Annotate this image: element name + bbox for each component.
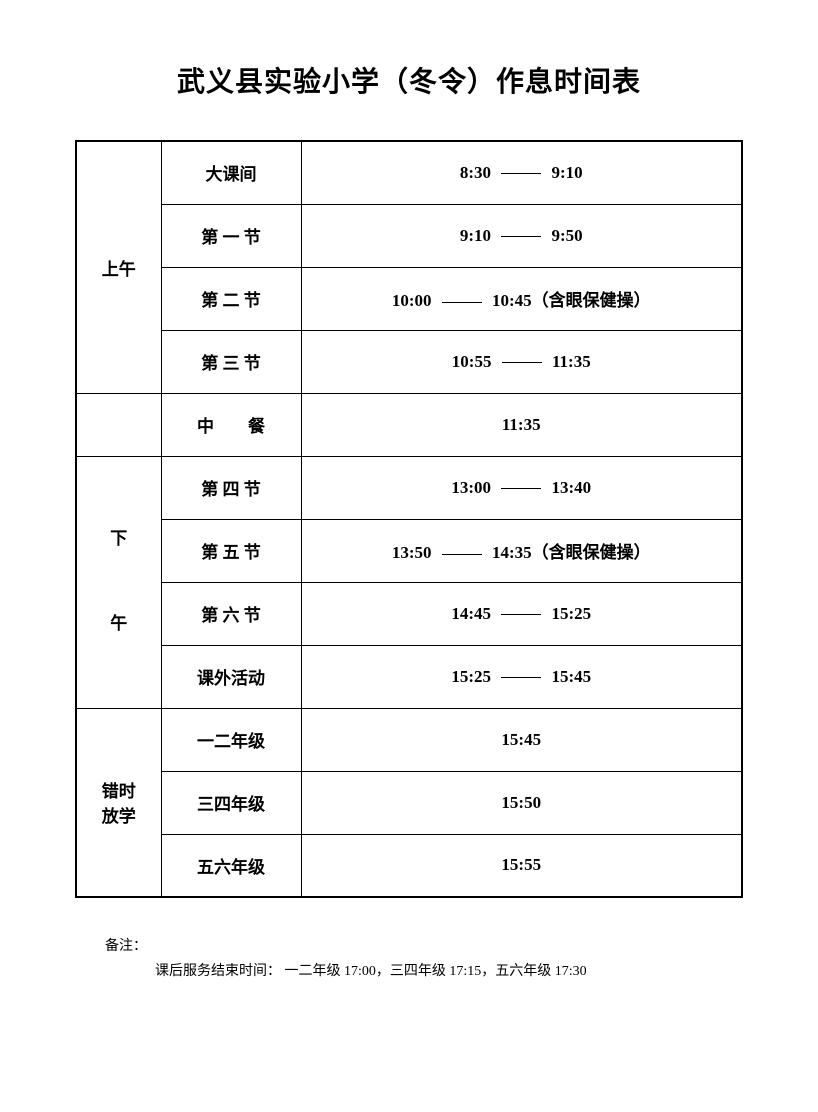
name-cell: 大课间 bbox=[161, 141, 301, 204]
time-end: 9:50 bbox=[552, 226, 583, 245]
period-text: 错时 bbox=[102, 782, 136, 801]
time-end: 11:35 bbox=[552, 352, 591, 371]
name-cell: 第 二 节 bbox=[161, 267, 301, 330]
footnote-label: 备注： bbox=[105, 934, 743, 959]
time-start: 15:25 bbox=[451, 667, 491, 686]
time-cell: 14:45 15:25 bbox=[301, 582, 742, 645]
name-cell: 三四年级 bbox=[161, 771, 301, 834]
time-range: 13:50 14:35（含眼保健操） bbox=[392, 538, 651, 563]
table-row: 课外活动 15:25 15:45 bbox=[76, 645, 742, 708]
name-cell: 一二年级 bbox=[161, 708, 301, 771]
dash-separator bbox=[501, 488, 541, 489]
time-start: 13:00 bbox=[451, 478, 491, 497]
period-char: 午 bbox=[110, 614, 127, 633]
name-cell: 第 一 节 bbox=[161, 204, 301, 267]
time-cell: 13:00 13:40 bbox=[301, 456, 742, 519]
time-cell: 10:55 11:35 bbox=[301, 330, 742, 393]
time-start: 10:55 bbox=[452, 352, 492, 371]
time-range: 9:10 9:50 bbox=[460, 226, 583, 246]
time-range: 10:55 11:35 bbox=[452, 352, 591, 372]
time-cell: 15:45 bbox=[301, 708, 742, 771]
page-title: 武义县实验小学（冬令）作息时间表 bbox=[75, 60, 743, 100]
time-note: （含眼保健操） bbox=[532, 543, 651, 562]
name-cell: 第 六 节 bbox=[161, 582, 301, 645]
time-start: 8:30 bbox=[460, 163, 491, 182]
time-end: 13:40 bbox=[552, 478, 592, 497]
dash-separator bbox=[442, 554, 482, 555]
time-end: 15:45 bbox=[552, 667, 592, 686]
dash-separator bbox=[501, 236, 541, 237]
time-end: 15:25 bbox=[552, 604, 592, 623]
table-row: 第 一 节 9:10 9:50 bbox=[76, 204, 742, 267]
time-cell: 13:50 14:35（含眼保健操） bbox=[301, 519, 742, 582]
dash-separator bbox=[501, 677, 541, 678]
dash-separator bbox=[442, 302, 482, 303]
time-range: 8:30 9:10 bbox=[460, 163, 583, 183]
time-end: 14:35 bbox=[492, 543, 532, 562]
time-end: 9:10 bbox=[552, 163, 583, 182]
table-row: 三四年级15:50 bbox=[76, 771, 742, 834]
name-cell: 五六年级 bbox=[161, 834, 301, 897]
dash-separator bbox=[501, 173, 541, 174]
name-cell: 课外活动 bbox=[161, 645, 301, 708]
time-end: 10:45 bbox=[492, 291, 532, 310]
time-note: （含眼保健操） bbox=[532, 291, 651, 310]
period-char: 下 bbox=[110, 529, 127, 548]
time-start: 10:00 bbox=[392, 291, 432, 310]
footnote-content: 课后服务结束时间： 一二年级 17:00，三四年级 17:15，五六年级 17:… bbox=[155, 959, 743, 984]
table-row: 第 六 节 14:45 15:25 bbox=[76, 582, 742, 645]
table-row: 错时放学一二年级15:45 bbox=[76, 708, 742, 771]
table-row: 第 三 节 10:55 11:35 bbox=[76, 330, 742, 393]
time-range: 14:45 15:25 bbox=[451, 604, 591, 624]
name-cell: 第 三 节 bbox=[161, 330, 301, 393]
table-row: 五六年级15:55 bbox=[76, 834, 742, 897]
table-row: 上午大课间8:30 9:10 bbox=[76, 141, 742, 204]
time-start: 9:10 bbox=[460, 226, 491, 245]
table-row: 中 餐11:35 bbox=[76, 393, 742, 456]
name-cell: 中 餐 bbox=[161, 393, 301, 456]
time-range: 15:25 15:45 bbox=[451, 667, 591, 687]
time-start: 13:50 bbox=[392, 543, 432, 562]
time-cell: 9:10 9:50 bbox=[301, 204, 742, 267]
time-cell: 8:30 9:10 bbox=[301, 141, 742, 204]
footnote: 备注： 课后服务结束时间： 一二年级 17:00，三四年级 17:15，五六年级… bbox=[105, 934, 743, 984]
time-cell: 15:50 bbox=[301, 771, 742, 834]
period-cell: 上午 bbox=[76, 141, 161, 393]
time-range: 13:00 13:40 bbox=[451, 478, 591, 498]
name-cell: 第 四 节 bbox=[161, 456, 301, 519]
schedule-table: 上午大课间 8:30 9:10 第 一 节 9:10 9:50 第 二 节 10:00 1… bbox=[75, 140, 743, 898]
table-row: 下午第 四 节13:00 13:40 bbox=[76, 456, 742, 519]
time-cell: 11:35 bbox=[301, 393, 742, 456]
time-range: 10:00 10:45（含眼保健操） bbox=[392, 286, 651, 311]
period-cell: 错时放学 bbox=[76, 708, 161, 897]
time-cell: 10:00 10:45（含眼保健操） bbox=[301, 267, 742, 330]
time-cell: 15:25 15:45 bbox=[301, 645, 742, 708]
period-cell bbox=[76, 393, 161, 456]
time-cell: 15:55 bbox=[301, 834, 742, 897]
period-cell: 下午 bbox=[76, 456, 161, 708]
table-row: 第 二 节 10:00 10:45（含眼保健操） bbox=[76, 267, 742, 330]
dash-separator bbox=[501, 614, 541, 615]
period-text: 放学 bbox=[102, 807, 136, 826]
dash-separator bbox=[502, 362, 542, 363]
table-row: 第 五 节 13:50 14:35（含眼保健操） bbox=[76, 519, 742, 582]
name-cell: 第 五 节 bbox=[161, 519, 301, 582]
time-start: 14:45 bbox=[451, 604, 491, 623]
